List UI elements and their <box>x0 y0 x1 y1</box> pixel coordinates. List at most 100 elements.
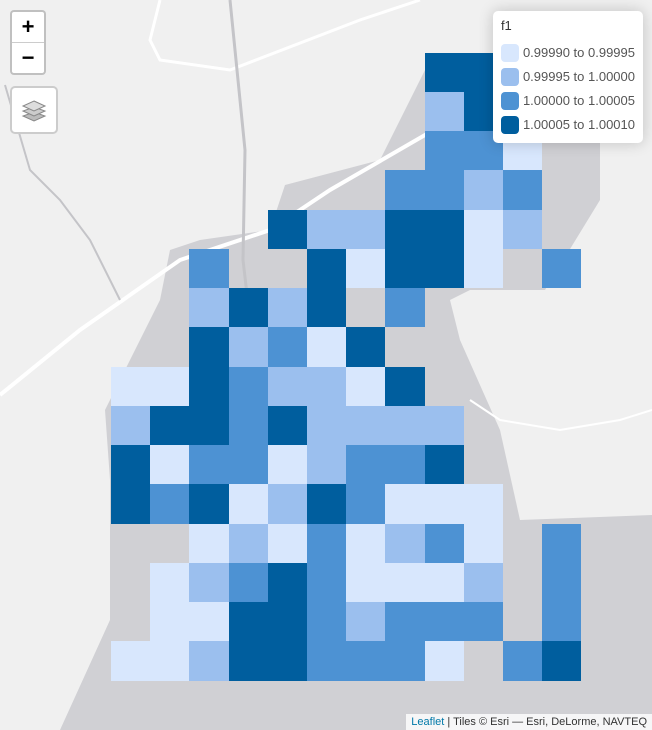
grid-cell[interactable] <box>463 248 504 289</box>
grid-cell[interactable] <box>189 562 229 603</box>
grid-cell[interactable] <box>424 405 464 446</box>
grid-cell[interactable] <box>307 288 347 328</box>
grid-cell[interactable] <box>228 405 268 446</box>
grid-cell[interactable] <box>346 602 386 642</box>
grid-cell[interactable] <box>346 366 386 406</box>
grid-cell[interactable] <box>189 641 229 681</box>
grid-cell[interactable] <box>189 484 229 524</box>
grid-cell[interactable] <box>346 523 386 563</box>
grid-cell[interactable] <box>228 288 268 328</box>
grid-cell[interactable] <box>424 52 464 92</box>
grid-cell[interactable] <box>385 523 425 563</box>
grid-cell[interactable] <box>150 366 190 406</box>
grid-cell[interactable] <box>228 523 268 563</box>
grid-cell[interactable] <box>150 602 190 642</box>
grid-cell[interactable] <box>385 288 425 328</box>
grid-cell[interactable] <box>542 641 582 681</box>
grid-cell[interactable] <box>150 484 190 524</box>
grid-cell[interactable] <box>424 248 464 289</box>
grid-cell[interactable] <box>189 405 229 446</box>
grid-cell[interactable] <box>542 562 582 603</box>
grid-cell[interactable] <box>307 602 347 642</box>
grid-cell[interactable] <box>111 445 151 485</box>
grid-cell[interactable] <box>267 366 308 406</box>
grid-cell[interactable] <box>503 209 543 249</box>
grid-cell[interactable] <box>385 405 425 446</box>
grid-cell[interactable] <box>346 327 386 367</box>
grid-cell[interactable] <box>150 641 190 681</box>
grid-cell[interactable] <box>385 248 425 289</box>
grid-cell[interactable] <box>228 484 268 524</box>
grid-cell[interactable] <box>463 602 504 642</box>
grid-cell[interactable] <box>189 366 229 406</box>
grid-cell[interactable] <box>346 248 386 289</box>
grid-cell[interactable] <box>307 562 347 603</box>
grid-cell[interactable] <box>267 288 308 328</box>
grid-cell[interactable] <box>424 209 464 249</box>
grid-cell[interactable] <box>267 523 308 563</box>
grid-cell[interactable] <box>189 327 229 367</box>
grid-cell[interactable] <box>385 366 425 406</box>
grid-cell[interactable] <box>267 209 308 249</box>
grid-cell[interactable] <box>228 641 268 681</box>
grid-cell[interactable] <box>346 445 386 485</box>
grid-cell[interactable] <box>267 445 308 485</box>
grid-cell[interactable] <box>189 523 229 563</box>
grid-cell[interactable] <box>424 523 464 563</box>
grid-cell[interactable] <box>463 523 504 563</box>
grid-cell[interactable] <box>346 484 386 524</box>
grid-cell[interactable] <box>542 602 582 642</box>
grid-cell[interactable] <box>267 484 308 524</box>
grid-cell[interactable] <box>267 641 308 681</box>
grid-cell[interactable] <box>189 248 229 289</box>
grid-cell[interactable] <box>111 366 151 406</box>
grid-cell[interactable] <box>385 641 425 681</box>
grid-cell[interactable] <box>385 484 425 524</box>
grid-cell[interactable] <box>228 327 268 367</box>
grid-cell[interactable] <box>424 131 464 171</box>
grid-cell[interactable] <box>189 602 229 642</box>
layers-button[interactable] <box>10 86 58 134</box>
grid-cell[interactable] <box>463 562 504 603</box>
leaflet-link[interactable]: Leaflet <box>411 716 445 728</box>
grid-cell[interactable] <box>307 405 347 446</box>
grid-cell[interactable] <box>189 288 229 328</box>
grid-cell[interactable] <box>307 641 347 681</box>
grid-cell[interactable] <box>463 209 504 249</box>
grid-cell[interactable] <box>267 562 308 603</box>
grid-cell[interactable] <box>267 327 308 367</box>
grid-cell[interactable] <box>307 523 347 563</box>
grid-cell[interactable] <box>424 170 464 210</box>
grid-cell[interactable] <box>385 602 425 642</box>
grid-cell[interactable] <box>111 405 151 446</box>
grid-cell[interactable] <box>307 327 347 367</box>
grid-cell[interactable] <box>111 641 151 681</box>
grid-cell[interactable] <box>385 445 425 485</box>
grid-cell[interactable] <box>267 405 308 446</box>
grid-cell[interactable] <box>346 641 386 681</box>
grid-cell[interactable] <box>307 366 347 406</box>
zoom-out-button[interactable]: − <box>21 45 35 70</box>
grid-cell[interactable] <box>503 641 543 681</box>
grid-cell[interactable] <box>542 248 582 289</box>
grid-cell[interactable] <box>307 209 347 249</box>
grid-cell[interactable] <box>385 170 425 210</box>
grid-cell[interactable] <box>463 170 504 210</box>
grid-cell[interactable] <box>463 484 504 524</box>
grid-cell[interactable] <box>228 366 268 406</box>
grid-cell[interactable] <box>385 209 425 249</box>
grid-cell[interactable] <box>150 562 190 603</box>
grid-cell[interactable] <box>307 248 347 289</box>
grid-cell[interactable] <box>228 562 268 603</box>
grid-cell[interactable] <box>150 405 190 446</box>
grid-cell[interactable] <box>228 445 268 485</box>
grid-cell[interactable] <box>307 484 347 524</box>
grid-cell[interactable] <box>346 562 386 603</box>
grid-cell[interactable] <box>424 445 464 485</box>
grid-cell[interactable] <box>503 170 543 210</box>
grid-cell[interactable] <box>228 602 268 642</box>
grid-cell[interactable] <box>346 209 386 249</box>
grid-cell[interactable] <box>424 91 464 132</box>
grid-cell[interactable] <box>424 641 464 681</box>
grid-cell[interactable] <box>424 484 464 524</box>
